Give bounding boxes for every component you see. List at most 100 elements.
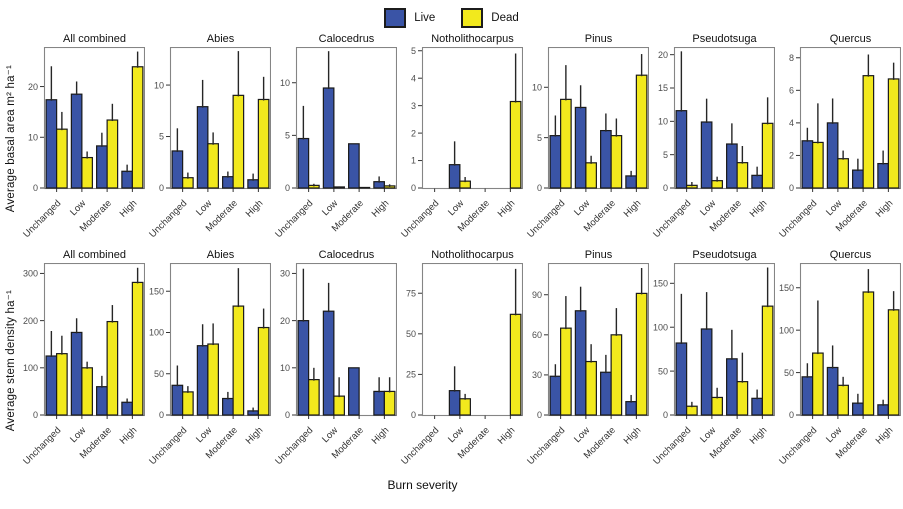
bar-live-high (373, 390, 385, 416)
x-tick-label-low: Low (68, 198, 89, 219)
bar-live-high (247, 179, 259, 189)
x-tick-label-low: Low (68, 425, 89, 446)
y-tick-label: 50 (784, 368, 794, 378)
bar-live-unchanged (675, 110, 688, 189)
x-tick-label-low: Low (572, 425, 593, 446)
panel-title: Notholithocarpus (431, 33, 514, 45)
y-tick-label: 0 (789, 183, 794, 193)
bar-live-high (121, 401, 133, 416)
bar-live-low (70, 93, 83, 189)
y-tick-label: 8 (789, 53, 794, 63)
bar-live-low (448, 164, 461, 189)
y-tick-label: 0 (663, 183, 668, 193)
x-tick-label-low: Low (320, 198, 341, 219)
y-tick-label: 20 (280, 316, 290, 326)
panel-title: Abies (206, 33, 235, 45)
x-tick-labels: Unchanged Low Moderate High (775, 194, 901, 247)
bar-live-low (448, 390, 461, 416)
bar-live-high (877, 162, 889, 189)
y-tick-label: 0 (159, 410, 164, 420)
y-tick-label: 50 (154, 369, 164, 379)
panel-pinus-density: Pinus 0 30 60 90 Unchanged Low Moderate High (523, 247, 649, 474)
live-color-swatch (384, 8, 407, 28)
panel-quercus-basal: Quercus 0 2 4 6 8 Unchanged Low Moderate High (775, 31, 901, 247)
y-tick-label: 10 (154, 80, 164, 90)
bar-live-low (70, 331, 83, 416)
x-tick-label-high: High (369, 198, 392, 220)
panel-border (673, 263, 775, 417)
bar-live-low (196, 106, 209, 189)
x-tick-label-unchanged: Unchanged (777, 425, 820, 468)
bar-dead-low (711, 396, 723, 416)
panel-pseudotsuga-density: Pseudotsuga 0 50 100 150 Unchanged Low Moderate… (649, 247, 775, 474)
faceted-bar-figure: Average basal area m² ha⁻¹ All combined 0… (0, 31, 903, 494)
bar-live-moderate (726, 358, 738, 416)
bar-live-unchanged (45, 99, 58, 189)
x-tick-labels: Unchanged Low Moderate High (649, 421, 775, 474)
panel-title: All combined (63, 33, 126, 45)
panel-calocedrus-basal: Calocedrus 0 5 10 Unchanged Low Moderate High (271, 31, 397, 247)
y-tick-label: 10 (532, 82, 542, 92)
x-axis-title-row: Burn severity (2, 474, 903, 494)
panel-border (169, 263, 271, 417)
panel-border (421, 263, 523, 417)
x-tick-label-unchanged: Unchanged (651, 198, 694, 241)
panel-title: Quercus (829, 249, 872, 261)
bar-dead-moderate (862, 291, 875, 416)
bar-dead-high (761, 122, 774, 189)
dead-color-swatch (461, 8, 484, 28)
y-tick-label: 200 (23, 316, 38, 326)
x-tick-labels: Unchanged Low Moderate High (271, 421, 397, 474)
x-tick-label-unchanged: Unchanged (147, 425, 190, 468)
y-tick-label: 4 (411, 73, 416, 83)
bar-dead-low (207, 343, 219, 416)
x-tick-label-high: High (117, 198, 140, 220)
panel-plot: 0 5 10 (154, 47, 271, 193)
bar-live-high (751, 174, 763, 189)
bar-dead-high (887, 78, 900, 189)
x-tick-label-high: High (243, 425, 266, 447)
y-tick-label: 4 (789, 118, 794, 128)
y-tick-label: 15 (658, 83, 668, 93)
bar-dead-moderate (232, 305, 245, 416)
panel-plot: 0 30 60 90 (532, 263, 649, 420)
panel-quercus-density: Quercus 0 50 100 150 Unchanged Low Moderate High (775, 247, 901, 474)
bar-live-unchanged (171, 384, 184, 416)
panel-title: Pseudotsuga (692, 33, 757, 45)
bar-dead-unchanged (182, 391, 194, 416)
bar-dead-moderate (358, 186, 371, 189)
bar-dead-low (459, 180, 471, 189)
bar-live-moderate (222, 176, 234, 189)
x-tick-label-low: Low (824, 198, 845, 219)
y-tick-label: 0 (33, 410, 38, 420)
panel-plot: 0 100 200 300 (23, 263, 145, 420)
bar-dead-low (333, 395, 345, 416)
x-tick-labels: Unchanged Low Moderate High (523, 421, 649, 474)
bar-live-low (826, 122, 839, 189)
panel-plot: 0 5 10 (280, 47, 397, 193)
panel-border (421, 47, 523, 190)
x-tick-label-high: High (495, 198, 518, 220)
panel-title: Calocedrus (318, 33, 375, 45)
y-tick-label: 30 (280, 269, 290, 279)
legend-item-dead: Dead (461, 8, 519, 28)
legend-item-live: Live (384, 8, 435, 28)
bar-live-moderate (96, 386, 108, 416)
y-tick-label: 1 (411, 156, 416, 166)
x-tick-label-high: High (873, 198, 896, 220)
bar-live-unchanged (549, 135, 562, 189)
x-tick-label-high: High (117, 425, 140, 447)
panel-title: Pinus (584, 249, 613, 261)
y-tick-label: 75 (406, 288, 416, 298)
bar-dead-low (81, 367, 93, 416)
bar-dead-low (459, 398, 471, 416)
x-tick-label-unchanged: Unchanged (399, 425, 442, 468)
y-tick-label: 0 (537, 183, 542, 193)
bar-dead-unchanged (56, 353, 68, 416)
x-tick-label-low: Low (446, 198, 467, 219)
panels-row-basal-area: All combined 0 10 20 Unchanged Low Moderate Hig… (19, 31, 903, 247)
panel-border (295, 47, 397, 190)
panel-plot: 0 10 20 30 (280, 263, 397, 420)
bar-live-unchanged (171, 150, 184, 189)
y-tick-label: 5 (159, 132, 164, 142)
